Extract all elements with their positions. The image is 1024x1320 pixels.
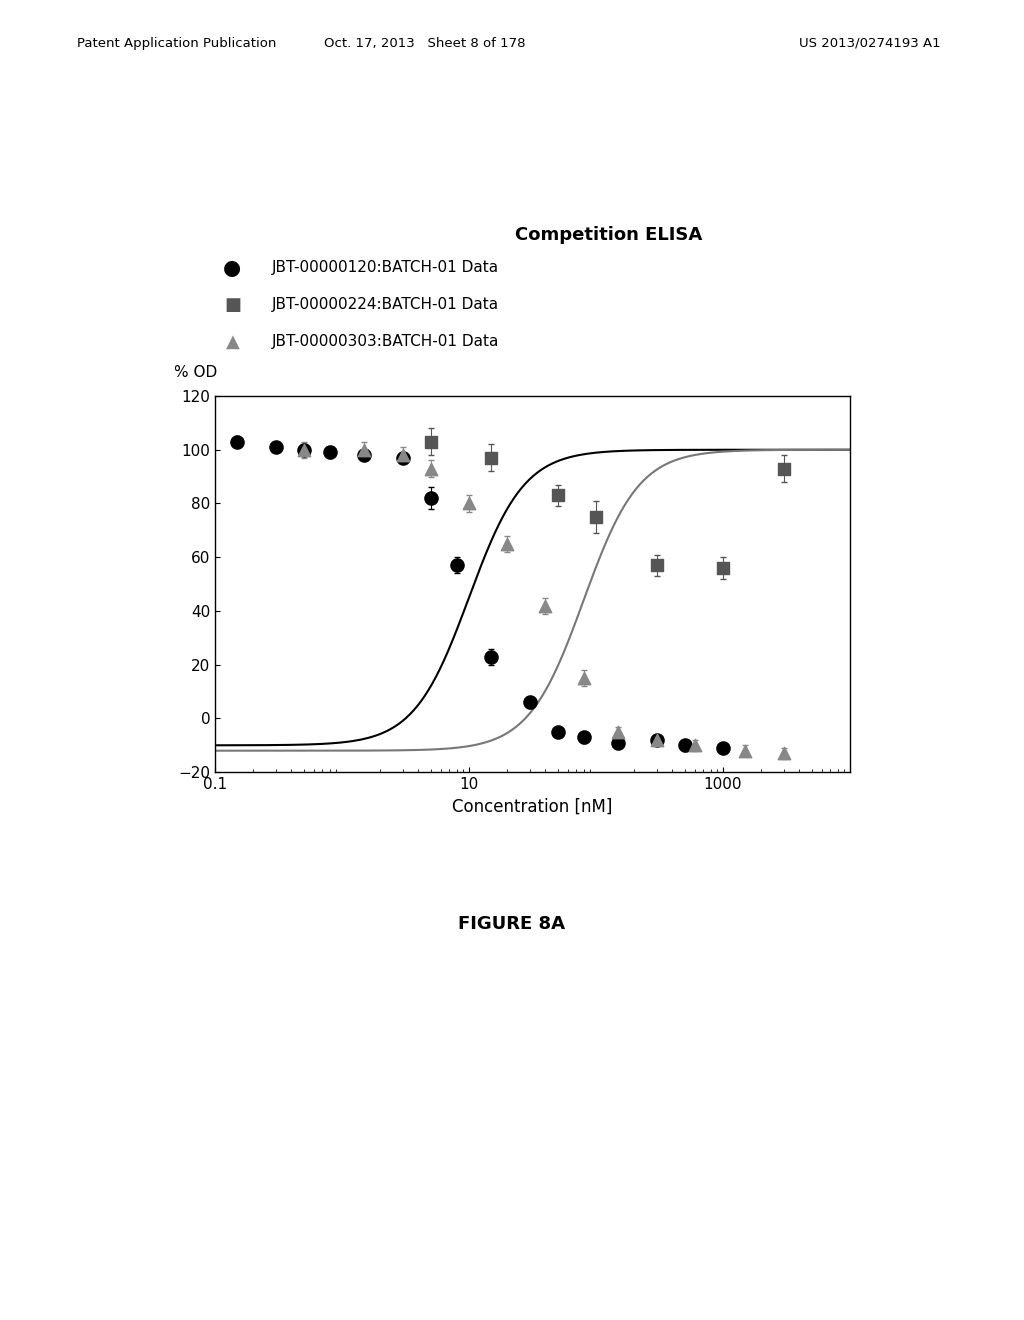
- Text: ●: ●: [223, 257, 242, 279]
- Point: [267, 437, 284, 458]
- Text: % OD: % OD: [174, 366, 217, 380]
- Point: [575, 668, 592, 689]
- Point: [423, 432, 439, 453]
- Point: [423, 487, 439, 508]
- Point: [322, 442, 338, 463]
- Text: FIGURE 8A: FIGURE 8A: [459, 915, 565, 933]
- Point: [686, 735, 702, 756]
- Point: [610, 721, 627, 742]
- Text: US 2013/0274193 A1: US 2013/0274193 A1: [799, 37, 940, 50]
- Point: [588, 507, 604, 528]
- Point: [499, 533, 515, 554]
- Point: [538, 595, 554, 616]
- Point: [356, 445, 373, 466]
- Point: [356, 440, 373, 461]
- X-axis label: Concentration [nM]: Concentration [nM]: [453, 797, 612, 816]
- Text: ▲: ▲: [225, 333, 240, 351]
- Point: [550, 484, 566, 506]
- Point: [737, 741, 754, 762]
- Point: [296, 440, 312, 461]
- Text: JBT-00000224:BATCH-01 Data: JBT-00000224:BATCH-01 Data: [271, 297, 499, 313]
- Point: [715, 557, 731, 578]
- Point: [449, 554, 465, 576]
- Text: JBT-00000303:BATCH-01 Data: JBT-00000303:BATCH-01 Data: [271, 334, 499, 350]
- Text: ■: ■: [224, 296, 241, 314]
- Point: [775, 743, 792, 764]
- Point: [550, 721, 566, 742]
- Point: [394, 445, 411, 466]
- Point: [296, 440, 312, 461]
- Point: [677, 735, 693, 756]
- Point: [461, 492, 477, 513]
- Text: Patent Application Publication: Patent Application Publication: [77, 37, 276, 50]
- Point: [521, 692, 538, 713]
- Point: [483, 447, 500, 469]
- Text: Competition ELISA: Competition ELISA: [515, 226, 702, 244]
- Point: [394, 447, 411, 469]
- Point: [648, 730, 665, 751]
- Point: [648, 554, 665, 576]
- Text: Oct. 17, 2013   Sheet 8 of 178: Oct. 17, 2013 Sheet 8 of 178: [325, 37, 525, 50]
- Point: [610, 733, 627, 754]
- Point: [423, 458, 439, 479]
- Point: [775, 458, 792, 479]
- Point: [229, 432, 246, 453]
- Point: [575, 727, 592, 748]
- Point: [648, 730, 665, 751]
- Text: JBT-00000120:BATCH-01 Data: JBT-00000120:BATCH-01 Data: [271, 260, 499, 276]
- Point: [483, 645, 500, 667]
- Point: [715, 738, 731, 759]
